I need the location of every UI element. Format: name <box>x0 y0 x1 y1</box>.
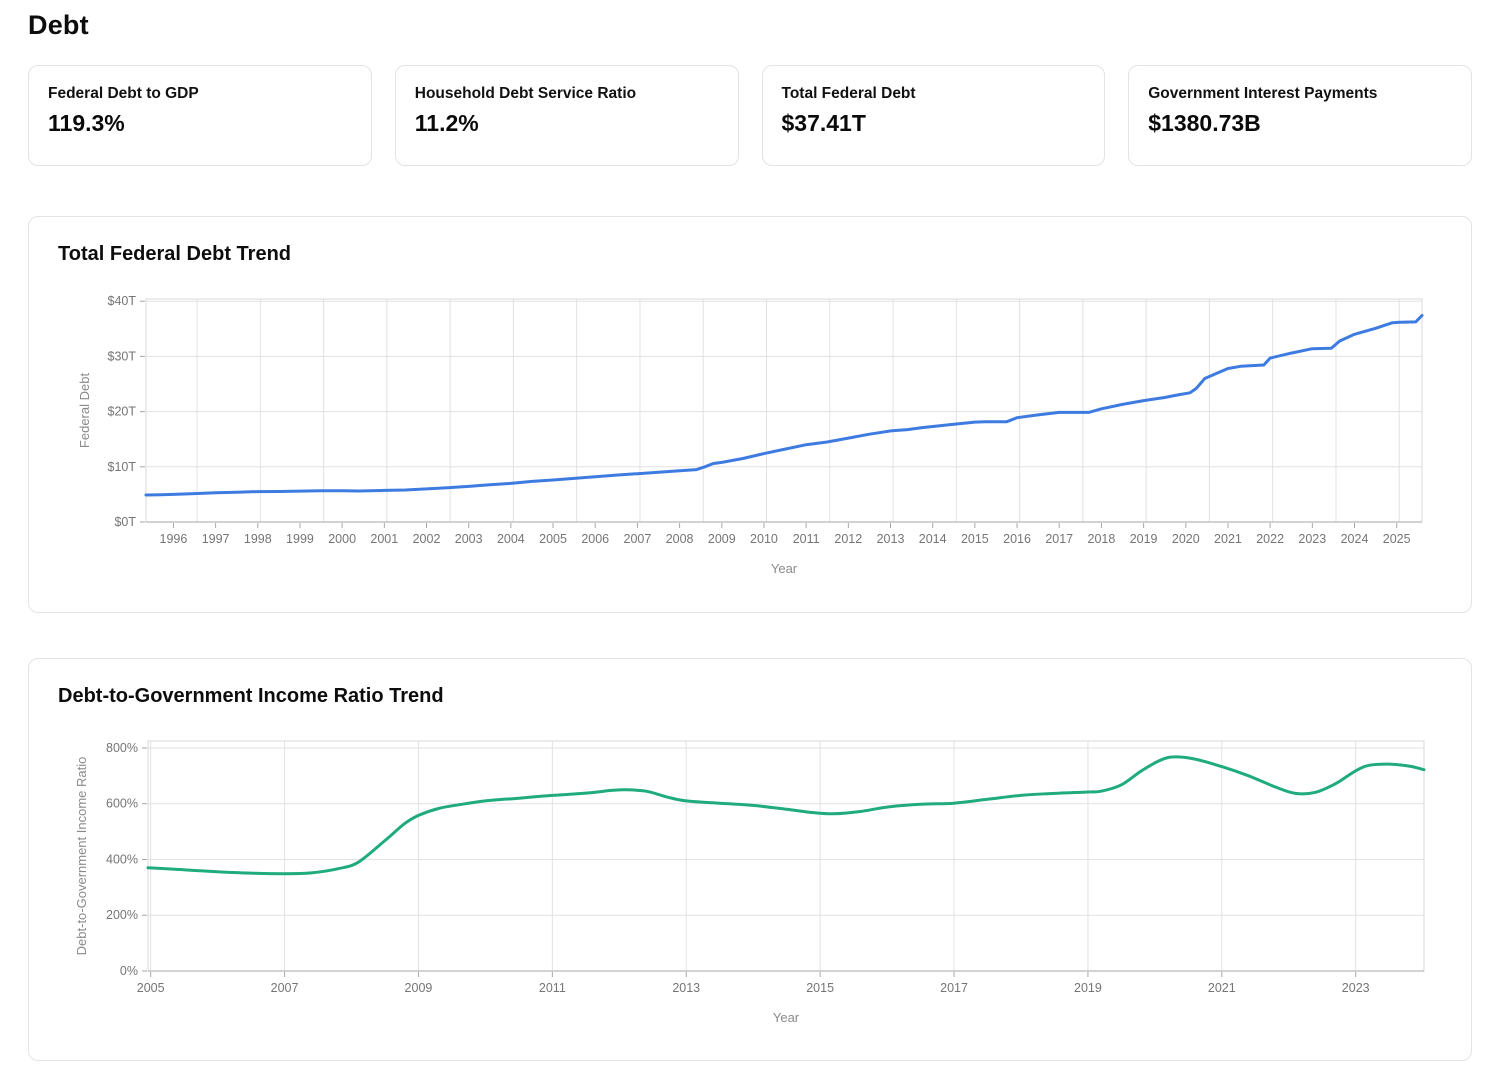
svg-text:400%: 400% <box>106 852 138 866</box>
svg-text:2015: 2015 <box>961 532 989 546</box>
svg-text:2022: 2022 <box>1256 532 1284 546</box>
svg-text:2021: 2021 <box>1214 532 1242 546</box>
svg-text:2009: 2009 <box>708 532 736 546</box>
svg-text:2020: 2020 <box>1172 532 1200 546</box>
stat-value: 11.2% <box>414 110 479 136</box>
chart-title-federal-debt-trend: Total Federal Debt Trend <box>58 243 291 265</box>
svg-text:Federal Debt: Federal Debt <box>77 373 92 449</box>
svg-text:1997: 1997 <box>202 532 230 546</box>
stat-value: 119.3% <box>48 110 125 136</box>
svg-text:2013: 2013 <box>672 981 700 995</box>
svg-text:2023: 2023 <box>1298 532 1326 546</box>
stat-label: Total Federal Debt <box>781 85 916 102</box>
stat-card-row: Federal Debt to GDP 119.3% Household Deb… <box>28 65 1472 166</box>
svg-text:2023: 2023 <box>1342 981 1370 995</box>
svg-text:$30T: $30T <box>108 349 137 363</box>
svg-text:2007: 2007 <box>271 981 299 995</box>
svg-text:0%: 0% <box>120 964 138 978</box>
svg-text:2011: 2011 <box>793 532 820 546</box>
stat-card-federal-debt-to-gdp: Federal Debt to GDP 119.3% <box>28 65 372 166</box>
svg-text:2010: 2010 <box>750 532 778 546</box>
svg-text:2005: 2005 <box>539 532 567 546</box>
svg-text:2000: 2000 <box>328 532 356 546</box>
stat-card-total-federal-debt: Total Federal Debt $37.41T <box>761 65 1106 166</box>
federal-debt-trend-chart: 1996 1997 1998 1999 2000 2001 2002 2003 2004 2005… <box>77 294 1424 576</box>
stat-label: Household Debt Service Ratio <box>414 85 637 102</box>
svg-text:1996: 1996 <box>160 532 188 546</box>
stat-card-government-interest-payments: Government Interest Payments $1380.73B <box>1128 65 1472 166</box>
stat-value: $37.41T <box>781 110 866 136</box>
page-title: Debt <box>28 10 89 40</box>
svg-text:$40T: $40T <box>108 294 137 308</box>
stat-label: Government Interest Payments <box>1148 85 1378 102</box>
svg-text:2018: 2018 <box>1088 532 1116 546</box>
svg-text:Year: Year <box>771 561 798 576</box>
svg-text:1999: 1999 <box>286 532 314 546</box>
svg-text:2001: 2001 <box>370 532 398 546</box>
svg-text:2005: 2005 <box>137 981 165 995</box>
debt-to-income-ratio-chart: 2005 2007 2009 2011 2013 2015 2017 2019 2021 2023… <box>74 740 1426 1025</box>
svg-text:2006: 2006 <box>581 532 609 546</box>
svg-text:2019: 2019 <box>1074 981 1102 995</box>
svg-text:1998: 1998 <box>244 532 272 546</box>
svg-text:2024: 2024 <box>1341 532 1369 546</box>
stat-value: $1380.73B <box>1148 110 1261 136</box>
debt-to-income-ratio-card: Debt-to-Government Income Ratio Trend 20… <box>28 658 1472 1061</box>
svg-text:2017: 2017 <box>1045 532 1073 546</box>
svg-text:2002: 2002 <box>413 532 441 546</box>
federal-debt-trend-card: Total Federal Debt Trend 1996 1997 1998 199… <box>28 216 1472 613</box>
svg-text:2016: 2016 <box>1003 532 1031 546</box>
svg-text:2014: 2014 <box>919 532 947 546</box>
svg-text:2017: 2017 <box>940 981 968 995</box>
svg-text:2007: 2007 <box>624 532 652 546</box>
svg-text:2008: 2008 <box>666 532 694 546</box>
svg-text:2004: 2004 <box>497 532 525 546</box>
svg-text:Year: Year <box>773 1010 800 1025</box>
svg-text:2012: 2012 <box>834 532 862 546</box>
stat-label: Federal Debt to GDP <box>48 85 199 102</box>
svg-text:2015: 2015 <box>806 981 834 995</box>
svg-text:2011: 2011 <box>539 981 566 995</box>
chart-title-debt-to-income-ratio: Debt-to-Government Income Ratio Trend <box>58 685 444 707</box>
svg-text:2013: 2013 <box>877 532 905 546</box>
svg-text:$0T: $0T <box>114 515 136 529</box>
svg-text:Debt-to-Government Income Rati: Debt-to-Government Income Ratio <box>74 757 89 956</box>
svg-text:600%: 600% <box>106 797 138 811</box>
svg-text:$10T: $10T <box>108 460 137 474</box>
svg-text:2003: 2003 <box>455 532 483 546</box>
svg-text:$20T: $20T <box>108 405 137 419</box>
svg-text:2009: 2009 <box>405 981 433 995</box>
svg-text:2021: 2021 <box>1208 981 1236 995</box>
svg-text:2019: 2019 <box>1130 532 1158 546</box>
svg-text:800%: 800% <box>106 741 138 755</box>
stat-card-household-debt-service-ratio: Household Debt Service Ratio 11.2% <box>394 65 739 166</box>
svg-text:2025: 2025 <box>1383 532 1411 546</box>
svg-text:200%: 200% <box>106 908 138 922</box>
